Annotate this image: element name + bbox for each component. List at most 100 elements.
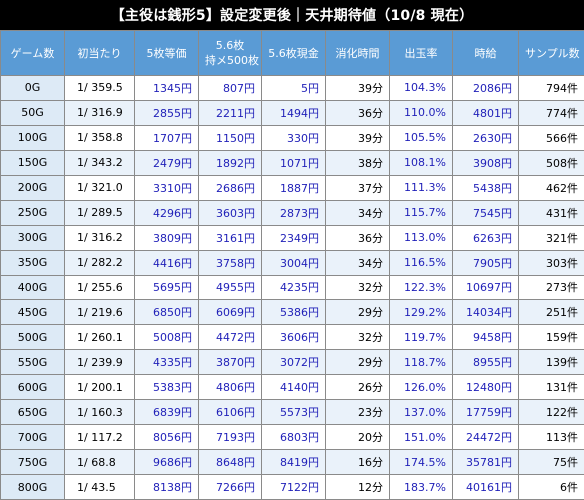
cell-first-hit: 1/ 219.6 xyxy=(64,299,135,326)
cell-5-equal: 3809円 xyxy=(134,224,199,251)
cell-5-6-held: 6069円 xyxy=(198,299,262,326)
header-label: 消化時間 xyxy=(335,46,380,60)
cell-sample-count: 566件 xyxy=(518,124,584,151)
cell-game-count: 700G xyxy=(0,424,65,451)
table-row: 300G 1/ 316.2 3809円 3161円 2349円 36分 113.0% 6263… xyxy=(0,224,584,251)
header-label: 出玉率 xyxy=(404,46,438,60)
cell-game-count: 750G xyxy=(0,449,65,475)
cell-game-count: 600G xyxy=(0,374,65,401)
cell-sample-count: 122件 xyxy=(518,399,584,426)
header-play-time: 消化時間 xyxy=(325,30,390,76)
cell-hourly: 10697円 xyxy=(452,274,519,301)
cell-sample-count: 774件 xyxy=(518,99,584,126)
cell-5-6-held: 7193円 xyxy=(198,424,262,451)
cell-game-count: 500G xyxy=(0,324,65,351)
cell-5-6-held: 7266円 xyxy=(198,474,262,500)
cell-5-6-held: 2686円 xyxy=(198,174,262,201)
cell-payout-rate: 115.7% xyxy=(389,199,453,226)
cell-play-time: 36分 xyxy=(325,224,390,251)
cell-5-equal: 8138円 xyxy=(134,474,199,500)
cell-play-time: 34分 xyxy=(325,199,390,226)
cell-play-time: 12分 xyxy=(325,474,390,500)
table-body: 0G 1/ 359.5 1345円 807円 5円 39分 104.3% 2086円 794件 5… xyxy=(0,75,584,500)
header-label: ゲーム数 xyxy=(10,46,55,60)
cell-sample-count: 508件 xyxy=(518,149,584,176)
cell-5-6-cash: 7122円 xyxy=(261,474,326,500)
cell-payout-rate: 113.0% xyxy=(389,224,453,251)
table-row: 600G 1/ 200.1 5383円 4806円 4140円 26分 126.0% 1248… xyxy=(0,374,584,401)
cell-payout-rate: 111.3% xyxy=(389,174,453,201)
cell-play-time: 37分 xyxy=(325,174,390,201)
cell-first-hit: 1/ 343.2 xyxy=(64,149,135,176)
cell-5-6-cash: 8419円 xyxy=(261,449,326,475)
header-5-6-held: 5.6枚 持メ500枚 xyxy=(198,30,262,76)
cell-5-6-held: 3758円 xyxy=(198,249,262,276)
table-row: 200G 1/ 321.0 3310円 2686円 1887円 37分 111.3% 5438… xyxy=(0,174,584,201)
cell-5-6-cash: 5386円 xyxy=(261,299,326,326)
header-label: 5枚等価 xyxy=(146,46,187,60)
cell-play-time: 16分 xyxy=(325,449,390,475)
cell-5-equal: 5008円 xyxy=(134,324,199,351)
cell-5-6-cash: 6803円 xyxy=(261,424,326,451)
cell-5-6-held: 6106円 xyxy=(198,399,262,426)
cell-game-count: 400G xyxy=(0,274,65,301)
cell-5-equal: 3310円 xyxy=(134,174,199,201)
cell-payout-rate: 116.5% xyxy=(389,249,453,276)
cell-5-6-held: 1892円 xyxy=(198,149,262,176)
cell-hourly: 3908円 xyxy=(452,149,519,176)
cell-hourly: 24472円 xyxy=(452,424,519,451)
cell-first-hit: 1/ 68.8 xyxy=(64,449,135,475)
cell-first-hit: 1/ 200.1 xyxy=(64,374,135,401)
header-5-6-cash: 5.6枚現金 xyxy=(261,30,326,76)
table-row: 700G 1/ 117.2 8056円 7193円 6803円 20分 151.0% 2447… xyxy=(0,424,584,451)
cell-5-6-held: 3870円 xyxy=(198,349,262,376)
cell-5-6-cash: 5573円 xyxy=(261,399,326,426)
table-row: 650G 1/ 160.3 6839円 6106円 5573円 23分 137.0% 1775… xyxy=(0,399,584,426)
cell-hourly: 40161円 xyxy=(452,474,519,500)
cell-5-equal: 2855円 xyxy=(134,99,199,126)
cell-game-count: 100G xyxy=(0,124,65,151)
cell-sample-count: 6件 xyxy=(518,474,584,500)
cell-sample-count: 139件 xyxy=(518,349,584,376)
cell-game-count: 450G xyxy=(0,299,65,326)
cell-5-6-held: 3161円 xyxy=(198,224,262,251)
cell-play-time: 39分 xyxy=(325,75,390,101)
header-label: 時給 xyxy=(474,46,497,60)
cell-first-hit: 1/ 316.2 xyxy=(64,224,135,251)
cell-5-6-held: 8648円 xyxy=(198,449,262,475)
table-row: 400G 1/ 255.6 5695円 4955円 4235円 32分 122.3% 1069… xyxy=(0,274,584,301)
cell-first-hit: 1/ 316.9 xyxy=(64,99,135,126)
cell-game-count: 50G xyxy=(0,99,65,126)
cell-payout-rate: 108.1% xyxy=(389,149,453,176)
cell-hourly: 9458円 xyxy=(452,324,519,351)
cell-sample-count: 273件 xyxy=(518,274,584,301)
cell-5-6-held: 4806円 xyxy=(198,374,262,401)
table-row: 50G 1/ 316.9 2855円 2211円 1494円 36分 110.0% 4801円… xyxy=(0,99,584,126)
cell-first-hit: 1/ 260.1 xyxy=(64,324,135,351)
cell-payout-rate: 119.7% xyxy=(389,324,453,351)
cell-5-6-cash: 330円 xyxy=(261,124,326,151)
cell-payout-rate: 105.5% xyxy=(389,124,453,151)
cell-5-equal: 2479円 xyxy=(134,149,199,176)
cell-game-count: 300G xyxy=(0,224,65,251)
cell-play-time: 29分 xyxy=(325,299,390,326)
cell-hourly: 6263円 xyxy=(452,224,519,251)
cell-play-time: 34分 xyxy=(325,249,390,276)
cell-first-hit: 1/ 255.6 xyxy=(64,274,135,301)
header-game-count: ゲーム数 xyxy=(0,30,65,76)
table-row: 350G 1/ 282.2 4416円 3758円 3004円 34分 116.5% 7905… xyxy=(0,249,584,276)
cell-first-hit: 1/ 358.8 xyxy=(64,124,135,151)
cell-5-6-held: 3603円 xyxy=(198,199,262,226)
cell-hourly: 2630円 xyxy=(452,124,519,151)
cell-5-equal: 8056円 xyxy=(134,424,199,451)
cell-payout-rate: 122.3% xyxy=(389,274,453,301)
header-sample-count: サンプル数 xyxy=(518,30,584,76)
cell-5-6-held: 4955円 xyxy=(198,274,262,301)
header-label: サンプル数 xyxy=(525,46,580,60)
cell-5-6-cash: 5円 xyxy=(261,75,326,101)
table-row: 100G 1/ 358.8 1707円 1150円 330円 39分 105.5% 2630円… xyxy=(0,124,584,151)
cell-5-6-cash: 3072円 xyxy=(261,349,326,376)
cell-5-6-held: 2211円 xyxy=(198,99,262,126)
cell-game-count: 350G xyxy=(0,249,65,276)
cell-sample-count: 321件 xyxy=(518,224,584,251)
